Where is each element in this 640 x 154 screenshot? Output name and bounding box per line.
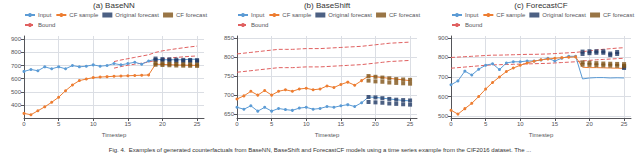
svg-text:Original forecast: Original forecast: [542, 12, 586, 18]
svg-text:15: 15: [338, 121, 345, 127]
svg-text:650: 650: [224, 111, 235, 117]
svg-text:Timestep: Timestep: [102, 132, 127, 138]
svg-text:(c) ForecastCF: (c) ForecastCF: [514, 1, 567, 10]
svg-text:CF forecast: CF forecast: [389, 12, 420, 18]
svg-text:800: 800: [11, 49, 22, 55]
svg-text:5: 5: [270, 121, 274, 127]
svg-text:25: 25: [194, 121, 201, 127]
svg-text:20: 20: [372, 121, 379, 127]
svg-text:0: 0: [22, 121, 26, 127]
svg-text:Input: Input: [38, 12, 52, 18]
svg-text:(a) BaseNN: (a) BaseNN: [93, 1, 135, 10]
svg-text:CF sample: CF sample: [282, 12, 312, 18]
svg-text:800: 800: [438, 54, 449, 60]
svg-text:CF forecast: CF forecast: [176, 12, 207, 18]
svg-text:900: 900: [11, 36, 22, 42]
svg-text:700: 700: [224, 92, 235, 98]
svg-text:700: 700: [438, 74, 449, 80]
svg-text:Input: Input: [251, 12, 265, 18]
svg-text:750: 750: [224, 73, 235, 79]
svg-text:500: 500: [11, 89, 22, 95]
svg-text:Fig. 4. Examples of generated: Fig. 4. Examples of generated counterfac…: [109, 147, 532, 153]
svg-text:Original forecast: Original forecast: [115, 12, 159, 18]
svg-text:Input: Input: [465, 12, 479, 18]
svg-text:5: 5: [57, 121, 61, 127]
svg-text:CF sample: CF sample: [69, 12, 99, 18]
svg-text:15: 15: [125, 121, 132, 127]
svg-text:700: 700: [11, 63, 22, 69]
svg-text:850: 850: [224, 35, 235, 41]
svg-text:600: 600: [11, 76, 22, 82]
svg-text:Timestep: Timestep: [315, 132, 340, 138]
svg-text:0: 0: [449, 121, 453, 127]
svg-text:800: 800: [224, 54, 235, 60]
svg-text:CF sample: CF sample: [496, 12, 526, 18]
svg-text:0: 0: [235, 121, 239, 127]
svg-text:15: 15: [552, 121, 559, 127]
svg-text:10: 10: [517, 121, 524, 127]
svg-text:Bound: Bound: [465, 22, 482, 28]
svg-text:Original forecast: Original forecast: [328, 12, 372, 18]
svg-text:600: 600: [438, 94, 449, 100]
svg-text:25: 25: [407, 121, 414, 127]
svg-text:400: 400: [11, 102, 22, 108]
svg-text:Bound: Bound: [38, 22, 55, 28]
svg-text:(b) BaseShift: (b) BaseShift: [304, 1, 351, 10]
svg-text:25: 25: [621, 121, 628, 127]
svg-text:10: 10: [303, 121, 310, 127]
svg-text:CF forecast: CF forecast: [603, 12, 634, 18]
svg-text:20: 20: [159, 121, 166, 127]
svg-text:10: 10: [90, 121, 97, 127]
svg-text:900: 900: [438, 35, 449, 41]
svg-text:20: 20: [586, 121, 593, 127]
svg-text:500: 500: [438, 113, 449, 119]
svg-text:Bound: Bound: [251, 22, 268, 28]
svg-text:5: 5: [484, 121, 488, 127]
svg-text:Timestep: Timestep: [529, 132, 554, 138]
